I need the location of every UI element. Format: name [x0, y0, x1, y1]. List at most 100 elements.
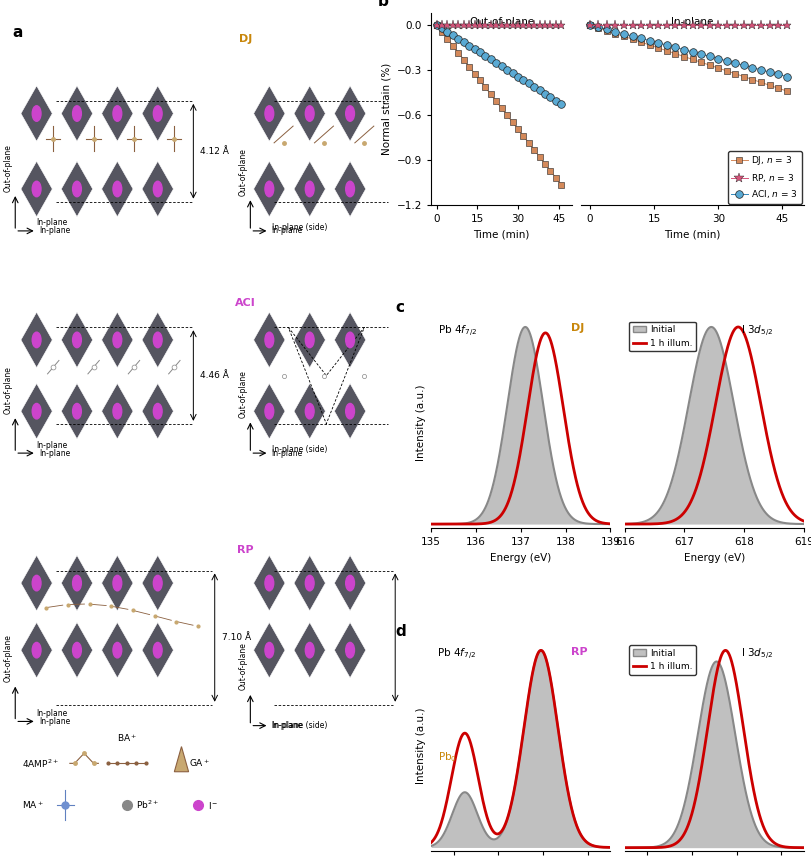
- Text: d: d: [395, 624, 406, 639]
- Polygon shape: [101, 384, 133, 439]
- Polygon shape: [294, 162, 325, 217]
- Polygon shape: [142, 556, 174, 611]
- Text: In-plane (side): In-plane (side): [272, 445, 327, 454]
- Polygon shape: [334, 312, 365, 367]
- Circle shape: [305, 575, 314, 591]
- Polygon shape: [294, 312, 325, 367]
- Polygon shape: [101, 623, 133, 678]
- Polygon shape: [62, 556, 92, 611]
- Polygon shape: [62, 623, 92, 678]
- Text: In-plane: In-plane: [39, 449, 71, 458]
- Polygon shape: [334, 384, 365, 439]
- Text: Out-of-plane: Out-of-plane: [4, 634, 13, 682]
- Polygon shape: [253, 556, 285, 611]
- Polygon shape: [253, 86, 285, 141]
- Text: 4.46 Å: 4.46 Å: [200, 371, 229, 380]
- Circle shape: [113, 403, 122, 419]
- Polygon shape: [101, 556, 133, 611]
- Y-axis label: Normal strain (%): Normal strain (%): [381, 63, 391, 155]
- Text: I $3d_{5/2}$: I $3d_{5/2}$: [740, 647, 772, 662]
- Legend: Initial, 1 h illum.: Initial, 1 h illum.: [629, 645, 695, 675]
- Circle shape: [72, 575, 81, 591]
- Circle shape: [264, 332, 273, 347]
- Text: In-plane: In-plane: [272, 449, 303, 458]
- Circle shape: [305, 642, 314, 658]
- Text: RP: RP: [237, 545, 254, 556]
- Polygon shape: [101, 162, 133, 217]
- Polygon shape: [21, 384, 52, 439]
- Polygon shape: [253, 162, 285, 217]
- Circle shape: [113, 106, 122, 121]
- Circle shape: [264, 181, 273, 197]
- Text: 4.12 Å: 4.12 Å: [200, 147, 229, 156]
- Text: I $3d_{5/2}$: I $3d_{5/2}$: [740, 323, 772, 339]
- Polygon shape: [334, 86, 365, 141]
- Text: Out-of-plane: Out-of-plane: [238, 642, 247, 691]
- Text: In-plane: In-plane: [272, 722, 303, 730]
- Polygon shape: [21, 556, 52, 611]
- Text: In-plane (side): In-plane (side): [272, 223, 327, 231]
- Circle shape: [72, 106, 81, 121]
- Legend: Initial, 1 h illum.: Initial, 1 h illum.: [629, 322, 695, 352]
- Circle shape: [264, 106, 273, 121]
- Polygon shape: [21, 86, 52, 141]
- Circle shape: [113, 575, 122, 591]
- Circle shape: [153, 332, 162, 347]
- Text: MA$^+$: MA$^+$: [23, 800, 44, 811]
- Circle shape: [72, 181, 81, 197]
- Text: b: b: [377, 0, 388, 9]
- Text: Out-of-plane: Out-of-plane: [238, 148, 247, 196]
- Polygon shape: [334, 623, 365, 678]
- Circle shape: [113, 181, 122, 197]
- Circle shape: [345, 106, 354, 121]
- X-axis label: Time (min): Time (min): [663, 230, 720, 239]
- Text: GA$^+$: GA$^+$: [188, 758, 209, 769]
- Circle shape: [153, 403, 162, 419]
- Circle shape: [305, 181, 314, 197]
- Text: DJ: DJ: [570, 323, 583, 334]
- Polygon shape: [101, 86, 133, 141]
- Text: Out-of-plane: Out-of-plane: [4, 144, 13, 192]
- Polygon shape: [142, 162, 174, 217]
- Circle shape: [153, 106, 162, 121]
- Polygon shape: [142, 623, 174, 678]
- Text: ACI: ACI: [235, 298, 255, 308]
- Polygon shape: [142, 384, 174, 439]
- Circle shape: [153, 642, 162, 658]
- Polygon shape: [294, 623, 325, 678]
- Circle shape: [113, 642, 122, 658]
- Text: I$^-$: I$^-$: [208, 800, 218, 811]
- Circle shape: [345, 332, 354, 347]
- Circle shape: [113, 332, 122, 347]
- Circle shape: [345, 642, 354, 658]
- Polygon shape: [62, 86, 92, 141]
- Text: RP: RP: [570, 647, 587, 657]
- Circle shape: [72, 403, 81, 419]
- Circle shape: [264, 642, 273, 658]
- Circle shape: [32, 575, 41, 591]
- Circle shape: [345, 575, 354, 591]
- Polygon shape: [294, 556, 325, 611]
- X-axis label: Energy (eV): Energy (eV): [490, 553, 551, 562]
- Circle shape: [153, 575, 162, 591]
- Text: Out-of-plane: Out-of-plane: [4, 366, 13, 414]
- Circle shape: [32, 106, 41, 121]
- Text: Pb $4f_{7/2}$: Pb $4f_{7/2}$: [438, 323, 477, 339]
- Polygon shape: [21, 162, 52, 217]
- Text: In-plane (side): In-plane (side): [272, 722, 327, 730]
- Text: a: a: [13, 26, 24, 40]
- Polygon shape: [334, 162, 365, 217]
- Circle shape: [264, 575, 273, 591]
- Circle shape: [72, 332, 81, 347]
- Polygon shape: [174, 746, 188, 771]
- Text: Out-of-plane: Out-of-plane: [238, 370, 247, 418]
- Circle shape: [305, 332, 314, 347]
- Text: Out-of-plane: Out-of-plane: [469, 16, 534, 27]
- Polygon shape: [294, 86, 325, 141]
- Circle shape: [72, 642, 81, 658]
- Y-axis label: Intensity (a.u.): Intensity (a.u.): [415, 708, 425, 784]
- Polygon shape: [142, 86, 174, 141]
- Text: Pb$^{2+}$: Pb$^{2+}$: [136, 799, 159, 812]
- Circle shape: [264, 403, 273, 419]
- Text: In-plane: In-plane: [39, 226, 71, 236]
